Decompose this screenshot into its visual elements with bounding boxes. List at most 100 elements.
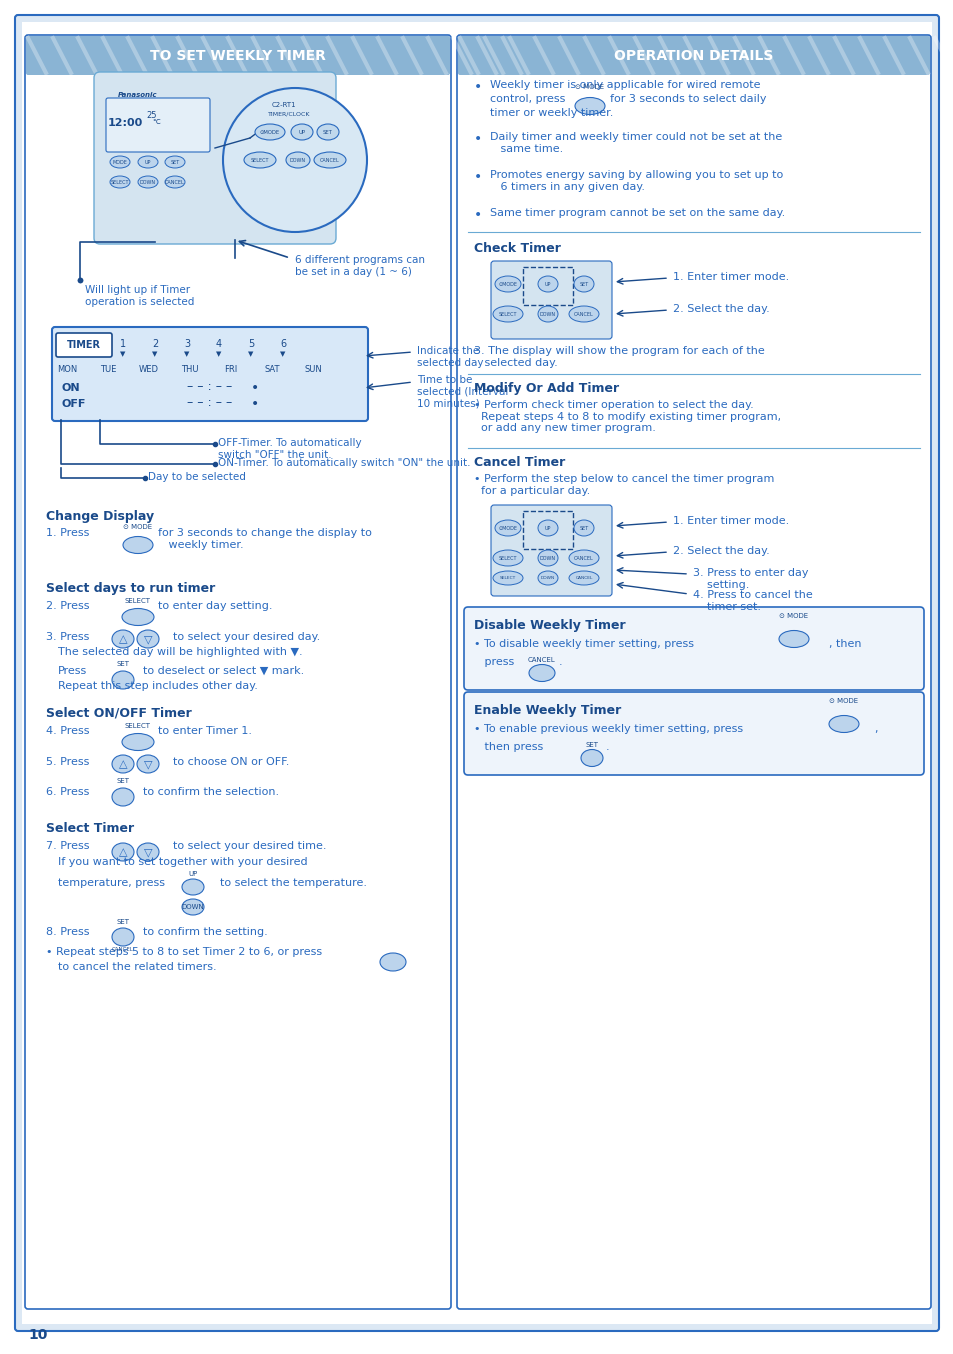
Text: 2. Select the day.: 2. Select the day. xyxy=(672,546,769,556)
FancyBboxPatch shape xyxy=(457,37,929,74)
Text: • To enable previous weekly timer setting, press: • To enable previous weekly timer settin… xyxy=(474,724,742,734)
Text: SET: SET xyxy=(116,661,130,668)
Text: 5: 5 xyxy=(248,338,253,349)
Text: CANCEL: CANCEL xyxy=(112,946,133,952)
Ellipse shape xyxy=(165,176,185,188)
Ellipse shape xyxy=(110,156,130,168)
Text: UP: UP xyxy=(188,871,197,877)
Ellipse shape xyxy=(568,306,598,322)
Circle shape xyxy=(223,88,367,232)
Text: THU: THU xyxy=(181,366,198,375)
Text: MODE: MODE xyxy=(112,160,128,164)
FancyBboxPatch shape xyxy=(52,328,368,421)
Text: Select Timer: Select Timer xyxy=(46,822,134,835)
Text: – – : – –: – – : – – xyxy=(187,397,233,409)
Ellipse shape xyxy=(137,756,159,773)
Text: •: • xyxy=(251,397,259,412)
Text: The selected day will be highlighted with ▼.: The selected day will be highlighted wit… xyxy=(58,647,302,657)
Text: WED: WED xyxy=(139,366,159,375)
Text: TIMER/CLOCK: TIMER/CLOCK xyxy=(268,112,310,116)
Text: 3. Press: 3. Press xyxy=(46,632,90,642)
Ellipse shape xyxy=(138,156,158,168)
Text: to choose ON or OFF.: to choose ON or OFF. xyxy=(172,757,289,766)
Ellipse shape xyxy=(568,550,598,566)
Text: Weekly timer is only applicable for wired remote: Weekly timer is only applicable for wire… xyxy=(490,80,760,89)
Text: SELECT: SELECT xyxy=(498,555,517,561)
Ellipse shape xyxy=(254,125,285,139)
Text: • Repeat steps 5 to 8 to set Timer 2 to 6, or press: • Repeat steps 5 to 8 to set Timer 2 to … xyxy=(46,946,322,957)
Text: 10: 10 xyxy=(28,1328,48,1342)
Text: Disable Weekly Timer: Disable Weekly Timer xyxy=(474,619,625,632)
Text: C2-RT1: C2-RT1 xyxy=(272,102,296,108)
Text: •: • xyxy=(474,80,482,93)
Ellipse shape xyxy=(828,715,858,733)
Text: 2. Press: 2. Press xyxy=(46,601,90,611)
Text: for 3 seconds to change the display to
   weekly timer.: for 3 seconds to change the display to w… xyxy=(158,528,372,550)
FancyBboxPatch shape xyxy=(106,97,210,152)
Text: SET: SET xyxy=(116,919,130,925)
Text: SET: SET xyxy=(171,160,179,164)
Text: 1. Press: 1. Press xyxy=(46,528,90,538)
Text: to select the temperature.: to select the temperature. xyxy=(220,877,367,888)
Text: – – : – –: – – : – – xyxy=(187,380,233,394)
Text: 7. Press: 7. Press xyxy=(46,841,90,852)
Text: •: • xyxy=(474,209,482,222)
Text: to enter day setting.: to enter day setting. xyxy=(158,601,273,611)
Ellipse shape xyxy=(537,306,558,322)
Text: 2: 2 xyxy=(152,338,158,349)
Ellipse shape xyxy=(112,788,133,806)
Text: DOWN: DOWN xyxy=(539,311,556,317)
Text: Will light up if Timer
operation is selected: Will light up if Timer operation is sele… xyxy=(85,284,194,306)
Text: Day to be selected: Day to be selected xyxy=(148,473,246,482)
Text: OFF: OFF xyxy=(61,399,85,409)
Text: 4. Press to cancel the
    timer set.: 4. Press to cancel the timer set. xyxy=(692,590,812,612)
Text: SUN: SUN xyxy=(304,366,321,375)
Ellipse shape xyxy=(575,97,604,115)
Text: ⊙ MODE: ⊙ MODE xyxy=(575,84,604,89)
Text: SET: SET xyxy=(323,130,333,134)
Text: •: • xyxy=(474,171,482,184)
Text: OPERATION DETAILS: OPERATION DETAILS xyxy=(614,49,773,64)
Ellipse shape xyxy=(493,550,522,566)
Text: press: press xyxy=(474,657,514,668)
Text: 5. Press: 5. Press xyxy=(46,757,90,766)
Text: 1. Enter timer mode.: 1. Enter timer mode. xyxy=(672,516,788,525)
Text: then press: then press xyxy=(474,742,542,751)
Text: temperature, press: temperature, press xyxy=(58,877,165,888)
Text: 6: 6 xyxy=(279,338,286,349)
Ellipse shape xyxy=(493,571,522,585)
Text: DOWN: DOWN xyxy=(181,904,204,910)
FancyBboxPatch shape xyxy=(15,15,938,1331)
Text: • To disable weekly timer setting, press: • To disable weekly timer setting, press xyxy=(474,639,693,649)
Text: for 3 seconds to select daily: for 3 seconds to select daily xyxy=(609,93,765,104)
Text: ON-Timer. To automatically switch "ON" the unit.: ON-Timer. To automatically switch "ON" t… xyxy=(218,458,470,468)
Ellipse shape xyxy=(137,844,159,861)
Ellipse shape xyxy=(182,899,204,915)
Ellipse shape xyxy=(316,125,338,139)
Ellipse shape xyxy=(122,734,153,750)
Text: CANCEL: CANCEL xyxy=(575,575,592,580)
Ellipse shape xyxy=(568,571,598,585)
Text: ▼: ▼ xyxy=(280,351,285,357)
Text: Enable Weekly Timer: Enable Weekly Timer xyxy=(474,704,620,718)
Ellipse shape xyxy=(286,152,310,168)
Text: Select ON/OFF Timer: Select ON/OFF Timer xyxy=(46,707,192,720)
Text: CANCEL: CANCEL xyxy=(165,180,185,184)
Text: ,: , xyxy=(873,724,877,734)
Text: Daily timer and weekly timer could not be set at the
   same time.: Daily timer and weekly timer could not b… xyxy=(490,131,781,153)
Ellipse shape xyxy=(537,520,558,536)
Text: timer or weekly timer.: timer or weekly timer. xyxy=(490,108,613,118)
Text: Press: Press xyxy=(58,666,87,676)
Text: ▼: ▼ xyxy=(152,351,157,357)
Text: CANCEL: CANCEL xyxy=(320,157,339,162)
Text: Indicate the
selected day: Indicate the selected day xyxy=(416,347,483,367)
FancyBboxPatch shape xyxy=(25,35,451,1309)
Ellipse shape xyxy=(580,750,602,766)
Text: ▼: ▼ xyxy=(120,351,126,357)
Text: 3. Press to enter day
    setting.: 3. Press to enter day setting. xyxy=(692,567,807,589)
Text: Modify Or Add Timer: Modify Or Add Timer xyxy=(474,382,618,395)
Text: ▽: ▽ xyxy=(144,760,152,769)
Text: UP: UP xyxy=(544,282,551,287)
Text: 1: 1 xyxy=(120,338,126,349)
Text: DOWN: DOWN xyxy=(290,157,306,162)
